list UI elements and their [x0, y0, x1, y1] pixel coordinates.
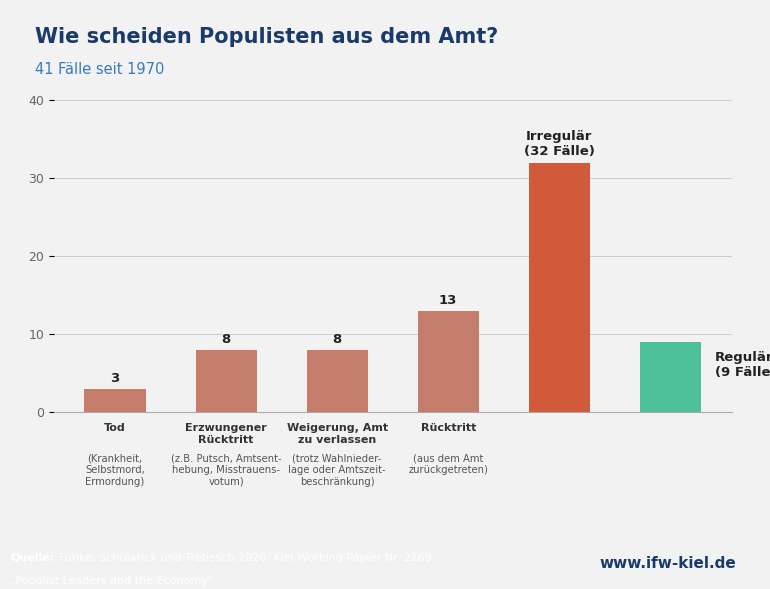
Text: 8: 8 — [222, 333, 231, 346]
Text: 3: 3 — [110, 372, 119, 385]
Bar — [417, 311, 479, 412]
Text: Regulär
(9 Fälle): Regulär (9 Fälle) — [715, 352, 770, 379]
Text: Wie scheiden Populisten aus dem Amt?: Wie scheiden Populisten aus dem Amt? — [35, 27, 498, 47]
Text: Funke, Schularick und Trebesch 2020: Kiel Working Papier Nr. 2169: Funke, Schularick und Trebesch 2020: Kie… — [59, 553, 433, 563]
Bar — [85, 389, 146, 412]
Text: (trotz Wahlnieder-
lage oder Amtszeit-
beschränkung): (trotz Wahlnieder- lage oder Amtszeit- b… — [288, 454, 386, 487]
Bar — [196, 350, 256, 412]
Text: Quelle:: Quelle: — [10, 553, 55, 563]
Bar — [640, 342, 701, 412]
Text: (z.B. Putsch, Amtsent-
hebung, Misstrauens-
votum): (z.B. Putsch, Amtsent- hebung, Misstraue… — [171, 454, 281, 487]
Text: „Populist Leaders and the Economy“: „Populist Leaders and the Economy“ — [10, 577, 214, 587]
Text: 13: 13 — [439, 294, 457, 307]
Text: (Krankheit,
Selbstmord,
Ermordung): (Krankheit, Selbstmord, Ermordung) — [85, 454, 145, 487]
Text: 41 Fälle seit 1970: 41 Fälle seit 1970 — [35, 62, 164, 77]
Text: Erzwungener
Rücktritt: Erzwungener Rücktritt — [186, 423, 267, 445]
Text: Tod: Tod — [104, 423, 126, 433]
Bar — [306, 350, 368, 412]
Text: Irregulär
(32 Fälle): Irregulär (32 Fälle) — [524, 130, 594, 158]
Text: 8: 8 — [333, 333, 342, 346]
Text: Weigerung, Amt
zu verlassen: Weigerung, Amt zu verlassen — [286, 423, 388, 445]
Text: www.ifw-kiel.de: www.ifw-kiel.de — [600, 557, 736, 571]
Bar — [529, 163, 590, 412]
Text: Rücktritt: Rücktritt — [420, 423, 476, 433]
Text: (aus dem Amt
zurückgetreten): (aus dem Amt zurückgetreten) — [408, 454, 488, 475]
